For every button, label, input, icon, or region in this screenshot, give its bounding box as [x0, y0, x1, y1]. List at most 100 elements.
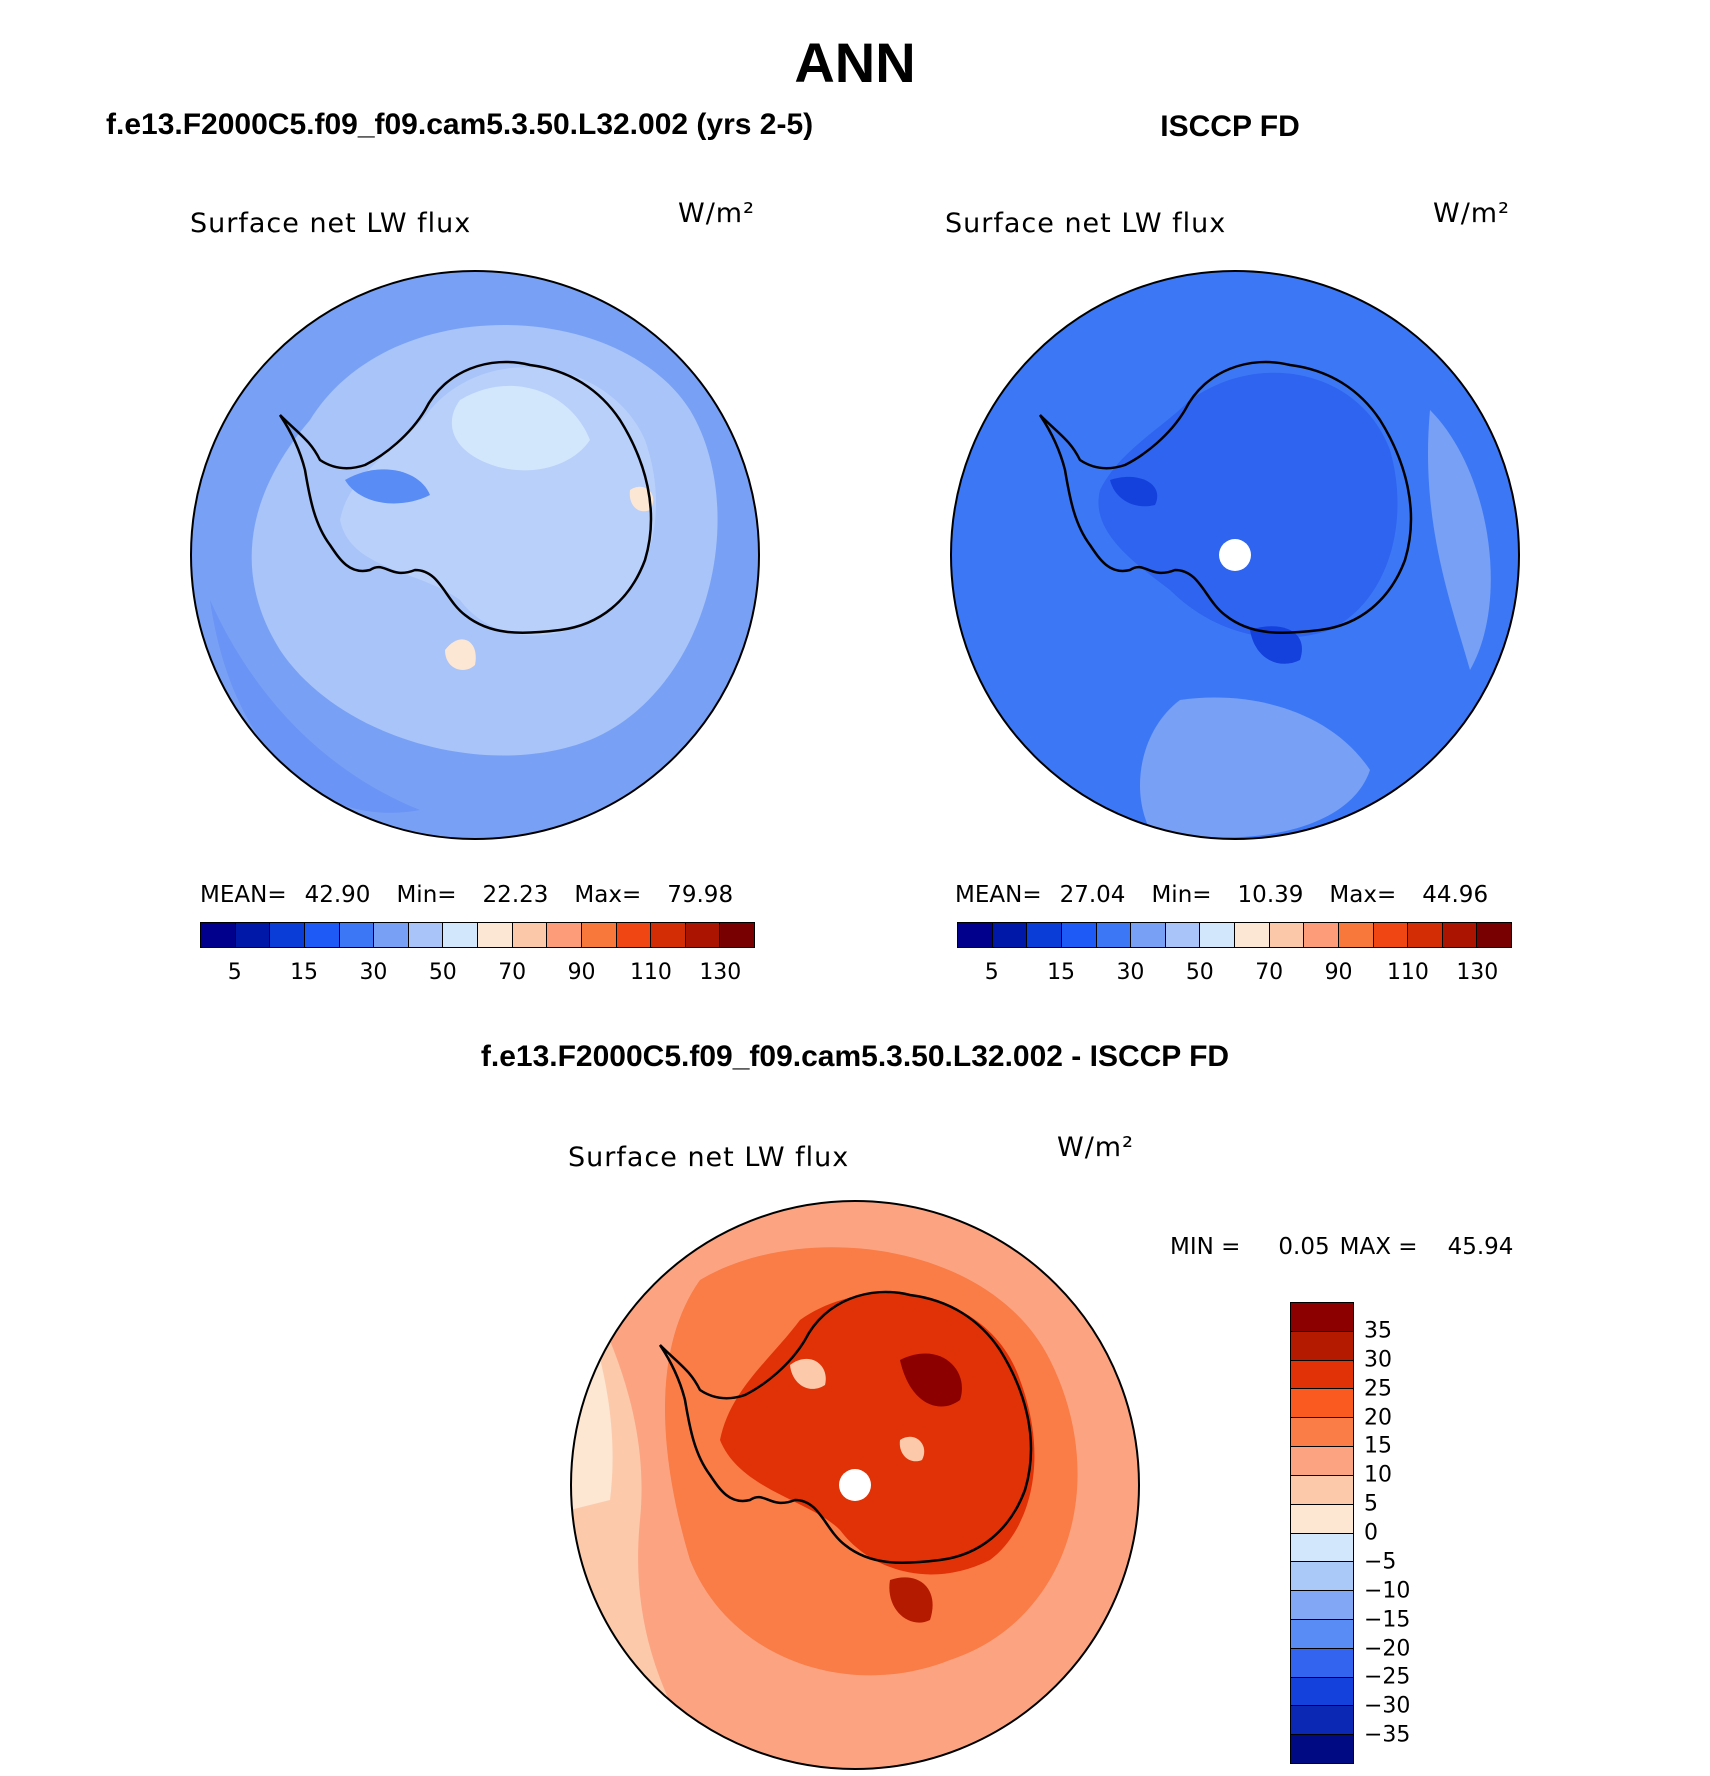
map-fill-dark-patch	[210, 600, 420, 813]
pole-mask	[839, 1469, 871, 1501]
colorbar-tick-label: 10	[1364, 1462, 1392, 1488]
obs-panel-header: ISCCP FD	[1160, 110, 1300, 143]
colorbar-swatch	[338, 923, 374, 947]
colorbar-swatch	[1291, 1618, 1353, 1648]
model-units-label: W/m²	[678, 198, 755, 229]
colorbar-tick-label: 5	[1364, 1491, 1378, 1517]
model-colorbar	[200, 922, 755, 948]
colorbar-tick-label: −25	[1364, 1664, 1411, 1690]
colorbar-swatch	[1291, 1359, 1353, 1389]
diff-variable-label: Surface net LW flux	[568, 1142, 850, 1173]
colorbar-tick-label: 90	[567, 960, 596, 985]
model-map	[190, 270, 760, 840]
colorbar-tick-label: 130	[1456, 960, 1499, 985]
colorbar-swatch	[1291, 1474, 1353, 1504]
map-fill-dark-patch	[889, 1577, 933, 1623]
map-fill-plateau	[451, 385, 590, 471]
colorbar-swatch	[1407, 923, 1442, 947]
colorbar-swatch	[407, 923, 443, 947]
colorbar-swatch	[1291, 1705, 1353, 1735]
colorbar-swatch	[546, 923, 581, 947]
colorbar-tick-label: 50	[428, 960, 457, 985]
colorbar-swatch	[1060, 923, 1096, 947]
map-fill-warm-patch	[629, 486, 654, 512]
colorbar-swatch	[1291, 1647, 1353, 1677]
obs-units-label: W/m²	[1433, 198, 1510, 229]
colorbar-swatch	[303, 923, 339, 947]
colorbar-tick-label: 5	[984, 960, 999, 985]
obs-stats: MEAN= 27.04 Min= 10.39 Max= 44.96	[955, 882, 1488, 908]
colorbar-swatch	[373, 923, 408, 947]
obs-variable-label: Surface net LW flux	[945, 208, 1227, 239]
obs-max-label: Max=	[1329, 882, 1397, 908]
difference-colorbar-ticks: 35 30 25 20 15 10 5 0 −5 −10 −15 −20 −25 −30 −35	[1364, 1302, 1454, 1764]
pole-mask	[1219, 539, 1251, 571]
difference-header: f.e13.F2000C5.f09_f09.cam5.3.50.L32.002 …	[480, 1040, 1230, 1073]
obs-colorbar	[957, 922, 1512, 948]
colorbar-swatch	[1291, 1330, 1353, 1360]
obs-mean-label: MEAN=	[955, 882, 1042, 908]
colorbar-swatch	[1291, 1503, 1353, 1533]
colorbar-tick-label: −5	[1364, 1549, 1397, 1575]
coastline	[658, 1290, 1033, 1564]
model-max-value: 79.98	[667, 882, 734, 908]
colorbar-tick-label: 0	[1364, 1520, 1378, 1546]
colorbar-tick-label: 15	[290, 960, 319, 985]
map-fill-dark-patch	[345, 469, 430, 504]
obs-min-value: 10.39	[1237, 882, 1304, 908]
model-max-label: Max=	[574, 882, 642, 908]
colorbar-tick-label: 90	[1324, 960, 1353, 985]
diff-min-value: 0.05	[1278, 1234, 1330, 1260]
obs-colorbar-ticks: 5 15 30 50 70 90 110 130	[957, 960, 1512, 990]
map-fill-light-patch	[899, 1436, 925, 1462]
map-fill-light-region	[1428, 410, 1491, 670]
colorbar-swatch	[1291, 1676, 1353, 1706]
map-fill-warm-patch	[445, 639, 476, 670]
map-outline	[950, 270, 1520, 840]
colorbar-swatch	[1130, 923, 1165, 947]
colorbar-swatch	[234, 923, 270, 947]
colorbar-tick-label: 30	[359, 960, 388, 985]
colorbar-tick-label: −20	[1364, 1636, 1411, 1661]
colorbar-tick-label: 30	[1364, 1347, 1392, 1373]
colorbar-tick-label: 130	[699, 960, 742, 985]
difference-map	[570, 1200, 1140, 1770]
obs-min-label: Min=	[1151, 882, 1212, 908]
map-fill-dark-patch	[1250, 626, 1302, 664]
diff-min-label: MIN =	[1170, 1234, 1241, 1260]
colorbar-tick-label: 50	[1185, 960, 1214, 985]
colorbar-swatch	[615, 923, 651, 947]
map-outline	[570, 1200, 1140, 1770]
colorbar-swatch	[1476, 923, 1511, 947]
diff-max-label: MAX =	[1339, 1234, 1418, 1260]
colorbar-tick-label: −35	[1364, 1722, 1411, 1748]
colorbar-swatch	[1303, 923, 1338, 947]
model-panel-header: f.e13.F2000C5.f09_f09.cam5.3.50.L32.002 …	[106, 108, 814, 141]
colorbar-tick-label: 25	[1364, 1376, 1392, 1402]
colorbar-tick-label: 110	[1386, 960, 1429, 985]
colorbar-tick-label: −10	[1364, 1578, 1411, 1604]
colorbar-swatch	[1291, 1561, 1353, 1591]
colorbar-swatch	[1291, 1303, 1353, 1331]
map-fill-dark-patch	[900, 1353, 962, 1407]
colorbar-tick-label: 110	[629, 960, 672, 985]
colorbar-tick-label: 70	[498, 960, 527, 985]
colorbar-tick-label: 35	[1364, 1318, 1392, 1344]
diff-minmax: MIN = 0.05 MAX = 45.94	[1170, 1234, 1513, 1260]
colorbar-swatch	[511, 923, 547, 947]
colorbar-swatch	[1268, 923, 1304, 947]
colorbar-swatch	[580, 923, 616, 947]
map-fill-light-region	[1140, 697, 1370, 838]
colorbar-swatch	[1164, 923, 1200, 947]
colorbar-swatch	[1234, 923, 1269, 947]
colorbar-swatch	[1441, 923, 1477, 947]
obs-map	[950, 270, 1520, 840]
coastline	[1038, 360, 1413, 634]
colorbar-swatch	[991, 923, 1027, 947]
colorbar-swatch	[201, 923, 235, 947]
coastline	[278, 360, 653, 634]
colorbar-tick-label: 30	[1116, 960, 1145, 985]
colorbar-tick-label: 15	[1047, 960, 1076, 985]
colorbar-swatch	[269, 923, 304, 947]
colorbar-swatch	[1337, 923, 1373, 947]
